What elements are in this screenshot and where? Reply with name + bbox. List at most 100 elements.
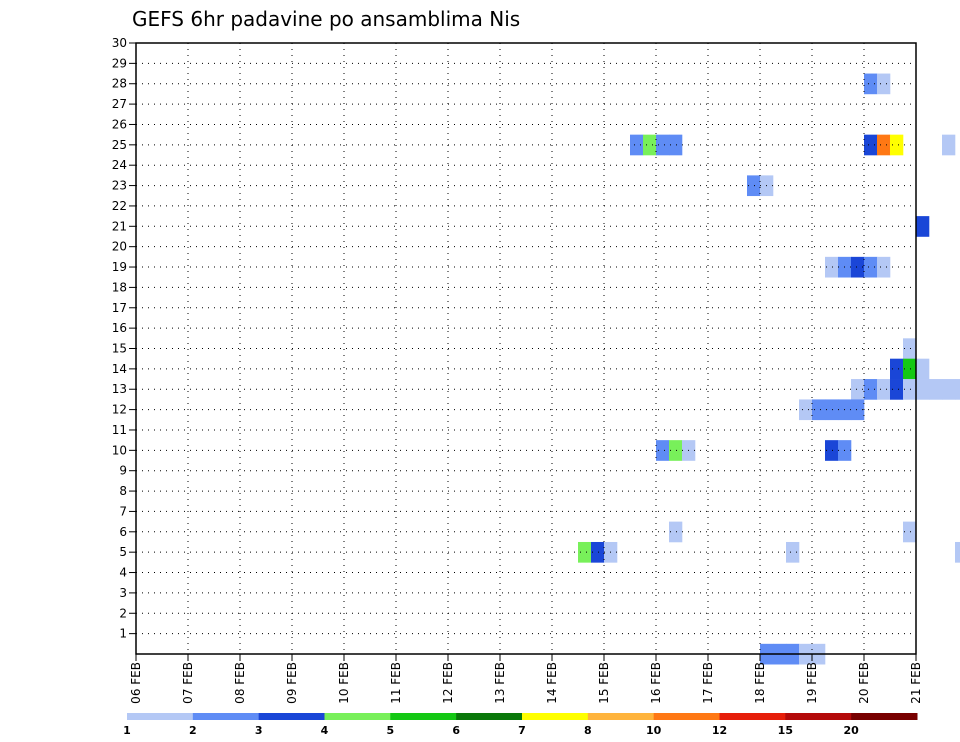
precip-cell	[864, 134, 878, 156]
y-tick-label: 5	[119, 545, 127, 559]
precip-cell	[942, 134, 956, 156]
y-tick-label: 14	[112, 362, 127, 376]
precip-cell	[669, 521, 683, 543]
colorbar-label: 3	[255, 724, 263, 737]
y-tick-label: 1	[119, 627, 127, 641]
precipitation-cells	[578, 73, 960, 665]
x-tick-label: 17 FEB	[701, 662, 715, 704]
y-tick-label: 28	[112, 77, 127, 91]
precip-cell	[864, 379, 878, 400]
colorbar-segment	[522, 713, 589, 720]
y-tick-label: 23	[112, 179, 127, 193]
colorbar-label: 7	[518, 724, 526, 737]
precip-cell	[578, 541, 592, 563]
precip-cell	[812, 399, 826, 421]
colorbar-segment	[456, 713, 523, 720]
colorbar-label: 15	[778, 724, 793, 737]
precip-cell	[851, 256, 865, 278]
colorbar-segment	[192, 713, 260, 720]
precip-cell	[903, 521, 917, 543]
precip-cell	[916, 379, 930, 400]
colorbar-label: 12	[712, 724, 727, 737]
y-tick-label: 21	[112, 219, 127, 233]
precip-cell	[955, 541, 960, 563]
precip-cell	[877, 73, 891, 95]
precip-cell	[890, 358, 904, 380]
y-tick-label: 4	[119, 566, 127, 580]
x-tick-label: 15 FEB	[597, 662, 611, 704]
precip-cell	[656, 440, 670, 461]
precip-cell	[903, 338, 917, 359]
colorbar-label: 2	[189, 724, 197, 737]
colorbar-segment	[258, 713, 325, 720]
colorbar-segment	[587, 713, 655, 720]
y-tick-label: 26	[112, 117, 127, 131]
x-tick-label: 11 FEB	[389, 662, 403, 704]
y-tick-label: 12	[112, 403, 127, 417]
precip-cell	[903, 379, 917, 400]
x-tick-label: 07 FEB	[181, 662, 195, 704]
colorbar-label: 20	[844, 724, 860, 737]
precip-cell	[864, 73, 878, 95]
precip-cell	[669, 134, 683, 156]
precip-cell	[643, 134, 657, 156]
precip-cell	[747, 175, 761, 197]
y-tick-label: 25	[112, 138, 127, 152]
x-tick-label: 08 FEB	[233, 662, 247, 704]
x-tick-label: 13 FEB	[493, 662, 507, 704]
colorbar-label: 8	[584, 724, 592, 737]
x-tick-label: 09 FEB	[285, 662, 299, 704]
y-tick-label: 22	[112, 199, 127, 213]
precip-cell	[890, 379, 904, 400]
precip-cell	[825, 440, 839, 461]
grid-lines	[136, 42, 916, 654]
precip-cell	[877, 256, 891, 278]
precip-cell	[825, 399, 839, 421]
colorbar-label: 6	[452, 724, 460, 737]
y-tick-label: 27	[112, 97, 127, 111]
colorbar-segment	[851, 713, 918, 720]
precip-cell	[630, 134, 644, 156]
precip-cell	[851, 379, 865, 400]
y-tick-label: 30	[112, 36, 127, 50]
x-tick-label: 14 FEB	[545, 662, 559, 704]
axes: 1234567891011121314151617181920212223242…	[112, 36, 923, 704]
precip-cell	[955, 379, 960, 400]
x-tick-label: 12 FEB	[441, 662, 455, 704]
precip-cell	[799, 399, 813, 421]
colorbar-segment	[719, 713, 786, 720]
y-tick-label: 13	[112, 382, 127, 396]
y-tick-label: 10	[112, 443, 127, 457]
y-tick-label: 7	[119, 504, 127, 518]
x-tick-label: 21 FEB	[909, 662, 923, 704]
colorbar-label: 1	[123, 724, 131, 737]
x-tick-label: 10 FEB	[337, 662, 351, 704]
precip-cell	[669, 440, 683, 461]
colorbar-label: 4	[321, 724, 329, 737]
x-tick-label: 18 FEB	[753, 662, 767, 704]
y-tick-label: 8	[119, 484, 127, 498]
colorbar-segment	[324, 713, 391, 720]
y-tick-label: 17	[112, 301, 127, 315]
x-tick-label: 19 FEB	[805, 662, 819, 704]
chart-title: GEFS 6hr padavine po ansamblima Nis	[132, 7, 520, 31]
y-tick-label: 6	[119, 525, 127, 539]
y-tick-label: 15	[112, 342, 127, 356]
colorbar-segment	[785, 713, 852, 720]
x-tick-label: 06 FEB	[129, 662, 143, 704]
y-tick-label: 11	[112, 423, 127, 437]
precip-cell	[825, 256, 839, 278]
colorbar: 1 2 3 4 5 6 7 8 10 12 15 20	[123, 713, 918, 737]
precip-cell	[877, 379, 891, 400]
colorbar-segment	[653, 713, 720, 720]
precip-cell	[942, 379, 956, 400]
precip-cell	[877, 134, 891, 156]
precip-cell	[916, 358, 930, 380]
precip-cell	[591, 541, 605, 563]
y-tick-label: 20	[112, 240, 127, 254]
precip-cell	[903, 358, 917, 380]
y-tick-label: 3	[119, 586, 127, 600]
x-tick-label: 16 FEB	[649, 662, 663, 704]
precip-cell	[656, 134, 670, 156]
y-tick-label: 18	[112, 280, 127, 294]
